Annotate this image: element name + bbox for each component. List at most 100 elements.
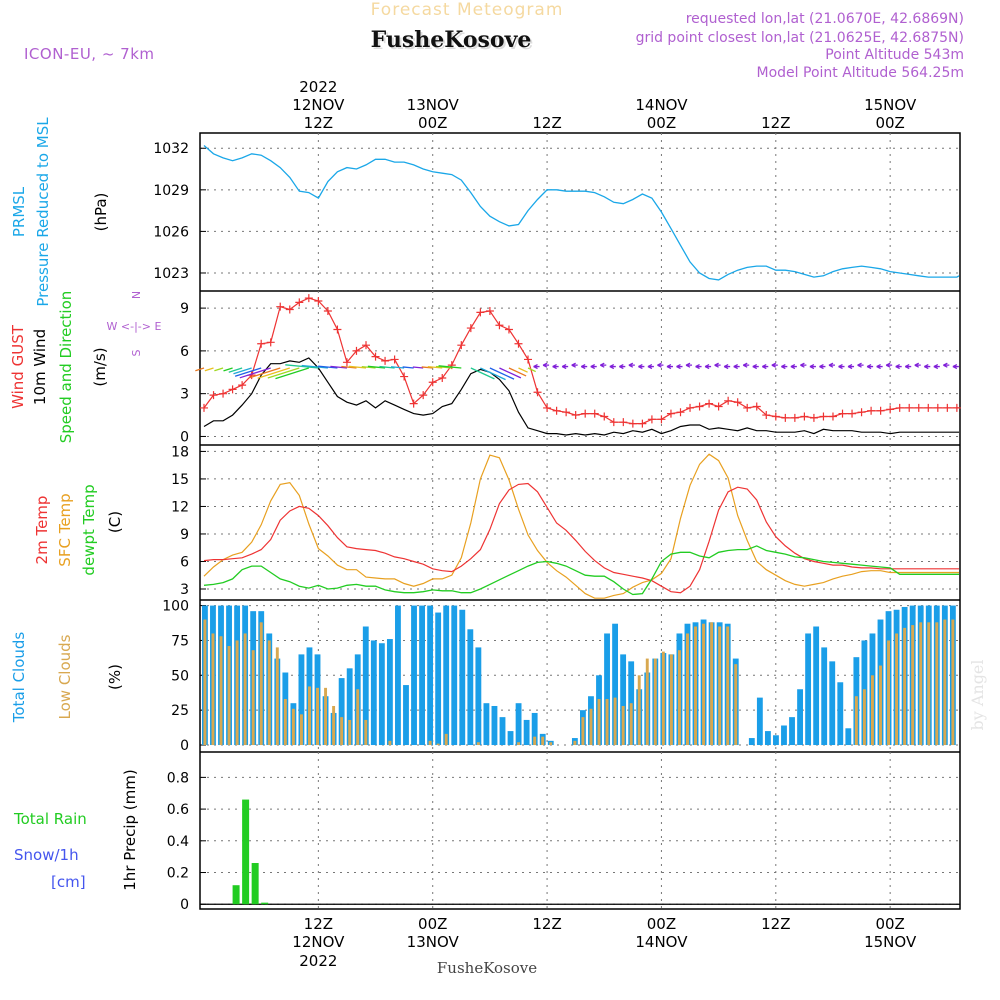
low-cloud-bar <box>718 626 722 746</box>
temp-dewpt-label: dewpt Temp <box>80 484 98 575</box>
wind-gust-marker <box>400 372 409 381</box>
wind-direction-arrow <box>723 363 731 370</box>
wind-direction-arrow <box>771 362 778 368</box>
time-tick-label: 00Z <box>647 915 676 933</box>
low-cloud-bar <box>621 705 625 746</box>
low-cloud-bar <box>645 658 649 746</box>
wind-direction-arrow <box>742 362 750 368</box>
total-cloud-bar <box>531 712 538 746</box>
wind-direction-arrow <box>390 366 405 369</box>
time-tick-label: 12Z <box>761 915 790 933</box>
wind-direction-arrow <box>914 362 921 368</box>
low-cloud-bar <box>259 622 263 746</box>
panel-frames <box>199 132 961 910</box>
total-cloud-bar <box>805 633 812 746</box>
wind-direction-arrow <box>866 363 874 370</box>
wind-gust-marker <box>342 358 351 367</box>
low-cloud-bar <box>677 650 681 746</box>
total-cloud-bar <box>346 668 353 746</box>
wind-gust-marker <box>705 399 714 408</box>
total-cloud-bar <box>845 728 852 746</box>
low-cloud-bar <box>613 697 617 746</box>
temp-sfc-label: SFC Temp <box>56 493 74 566</box>
total-cloud-bar <box>427 605 434 746</box>
product-title: Forecast Meteogram <box>371 0 564 20</box>
time-tick-label: 14NOV <box>635 96 688 114</box>
y-tick-label: 3 <box>180 387 189 403</box>
total-rain-label: Total Rain <box>13 810 87 828</box>
low-cloud-bar <box>324 687 328 746</box>
wind-direction-arrow <box>421 366 433 369</box>
wind-gust-marker <box>362 341 371 350</box>
low-cloud-bar <box>581 717 585 746</box>
time-tick-label: 2022 <box>299 952 337 970</box>
total-cloud-bar <box>419 605 425 746</box>
y-tick-label: 25 <box>171 703 189 719</box>
low-cloud-bar <box>348 719 352 746</box>
low-cloud-bar <box>436 743 440 746</box>
y-tick-label: 9 <box>180 301 189 317</box>
wind-direction-arrow <box>527 367 536 373</box>
wind-direction-arrow <box>402 366 414 369</box>
y-tick-label: 1023 <box>153 266 189 282</box>
wind-direction-arrow <box>828 362 835 368</box>
wind-gust-marker <box>714 402 723 411</box>
y-tick-label: 15 <box>171 472 189 488</box>
y-tick-labels: 1032102910261023963018151296310075502500… <box>153 141 189 913</box>
wind-direction-arrow <box>752 363 759 370</box>
pressure-label-2: Pressure Reduced to MSL <box>34 117 52 307</box>
watermark: by Angel <box>968 659 987 730</box>
wind-gust-marker <box>524 355 533 364</box>
wind-direction-arrow <box>435 365 452 369</box>
wind-gust-marker <box>876 406 885 415</box>
wind-gust-marker <box>590 409 599 418</box>
y-tick-label: 9 <box>180 527 189 543</box>
wind-gust-marker <box>352 346 361 355</box>
total-cloud-bar <box>789 717 795 746</box>
wind-gust-marker <box>619 418 628 427</box>
wind-gust-marker <box>552 406 561 415</box>
total-cloud-bar <box>523 719 530 746</box>
time-tick-label: 00Z <box>875 114 904 132</box>
wind-direction-arrow <box>204 367 214 372</box>
wind-direction-arrow <box>438 365 462 369</box>
wind-direction-arrow <box>533 363 540 370</box>
low-cloud-bar <box>243 633 247 746</box>
low-cloud-bar <box>605 699 609 746</box>
wind-gust-marker <box>504 325 513 334</box>
wind-direction-arrow <box>619 363 626 370</box>
compass-west-east: W <-|-> E <box>107 320 162 333</box>
wind-gust-marker <box>381 356 390 365</box>
low-cloud-bar <box>299 714 303 746</box>
low-cloud-bar <box>597 699 601 746</box>
t2m-line <box>203 482 959 594</box>
low-cloud-bar <box>854 696 858 746</box>
wind-gust-marker <box>562 408 571 417</box>
wind-gust-marker <box>466 324 475 333</box>
rain-bar <box>242 799 250 905</box>
low-cloud-bar <box>267 640 271 746</box>
wind-direction-arrow <box>412 366 424 369</box>
wind-direction-arrow <box>714 362 721 368</box>
time-tick-label: 12NOV <box>292 96 345 114</box>
total-cloud-bar <box>620 654 627 746</box>
wind-direction-arrow <box>379 365 395 369</box>
wind-gust-marker <box>857 408 866 417</box>
location-title-shadow: FusheKosove <box>373 29 534 55</box>
wind-direction-arrow <box>599 362 607 368</box>
low-cloud-bar <box>251 650 255 746</box>
wind-gust-marker <box>647 415 656 424</box>
wind-10m-label: 10m Wind <box>31 329 49 405</box>
wind-dir-label: Speed and Direction <box>57 291 75 444</box>
wind-direction-arrow <box>341 365 357 369</box>
wind-direction-arrow <box>695 363 702 370</box>
low-cloud-bar <box>919 622 923 746</box>
wind-gust-marker <box>581 409 590 418</box>
low-cloud-bar <box>235 640 239 746</box>
footer-location: FusheKosove <box>437 959 537 977</box>
low-cloud-bar <box>653 658 657 746</box>
wind-direction-arrow <box>195 367 205 372</box>
wind-direction-arrow <box>480 367 506 381</box>
low-cloud-bar <box>887 640 890 746</box>
